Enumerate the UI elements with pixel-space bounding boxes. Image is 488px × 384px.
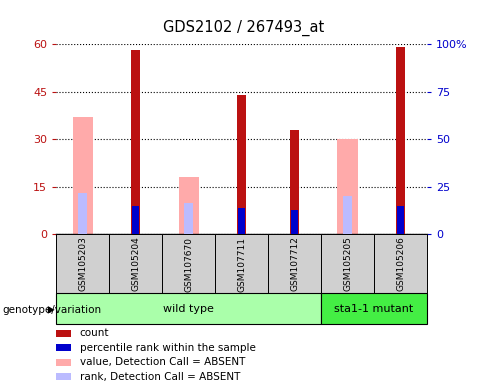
Text: sta1-1 mutant: sta1-1 mutant — [334, 304, 414, 314]
Text: GSM105203: GSM105203 — [78, 237, 87, 291]
Bar — [321, 293, 427, 324]
Bar — [215, 234, 268, 294]
Bar — [56, 359, 71, 366]
Bar — [109, 234, 162, 294]
Text: GSM105204: GSM105204 — [131, 237, 140, 291]
Polygon shape — [48, 306, 55, 314]
Bar — [56, 373, 71, 380]
Bar — [343, 196, 352, 234]
Bar — [132, 206, 139, 234]
Bar — [56, 344, 71, 351]
Bar — [162, 234, 215, 294]
Bar — [397, 206, 404, 234]
Bar — [184, 203, 193, 234]
Text: GSM107670: GSM107670 — [184, 237, 193, 291]
Bar — [179, 177, 199, 234]
Bar — [374, 234, 427, 294]
Bar — [56, 234, 109, 294]
Bar — [56, 293, 321, 324]
Text: GSM105206: GSM105206 — [396, 237, 405, 291]
Bar — [291, 210, 298, 234]
Bar — [238, 208, 245, 234]
Text: rank, Detection Call = ABSENT: rank, Detection Call = ABSENT — [80, 371, 240, 382]
Bar — [237, 95, 246, 234]
Bar — [78, 193, 87, 234]
Bar — [268, 234, 321, 294]
Text: GSM107711: GSM107711 — [237, 237, 246, 291]
Text: wild type: wild type — [163, 304, 214, 314]
Text: value, Detection Call = ABSENT: value, Detection Call = ABSENT — [80, 357, 245, 367]
Bar — [396, 47, 405, 234]
Bar — [321, 234, 374, 294]
Text: genotype/variation: genotype/variation — [2, 305, 102, 315]
Bar — [73, 117, 93, 234]
Bar — [131, 50, 141, 234]
Text: count: count — [80, 328, 109, 338]
Text: GSM105205: GSM105205 — [343, 237, 352, 291]
Text: percentile rank within the sample: percentile rank within the sample — [80, 343, 256, 353]
Text: GSM107712: GSM107712 — [290, 237, 299, 291]
Bar — [290, 130, 299, 234]
Bar — [56, 330, 71, 337]
Text: GDS2102 / 267493_at: GDS2102 / 267493_at — [163, 20, 325, 36]
Bar — [338, 139, 358, 234]
